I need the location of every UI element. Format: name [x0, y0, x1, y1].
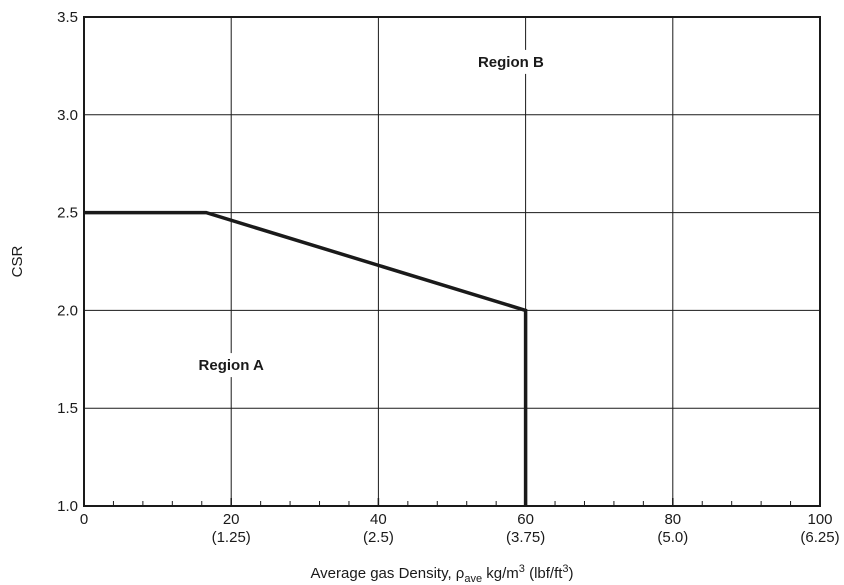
x-axis-title: Average gas Density, ρave kg/m3 (lbf/ft3…	[310, 563, 573, 585]
region-label: Region B	[478, 54, 544, 71]
y-axis-title: CSR	[9, 245, 26, 277]
region-annotations: Region A Region B	[191, 49, 552, 378]
region-label: Region A	[199, 357, 264, 374]
x-tick-sublabel: (6.25)	[800, 529, 839, 546]
x-tick-sublabel: (1.25)	[212, 529, 251, 546]
boundary-line	[84, 210, 528, 506]
y-tick-label: 1.5	[57, 400, 78, 417]
x-tick-label: 20	[223, 511, 240, 528]
y-tick-label: 3.0	[57, 107, 78, 124]
y-tick-label: 2.5	[57, 205, 78, 222]
plot-frame	[83, 16, 821, 507]
x-tick-label: 60	[517, 511, 534, 528]
y-tick-label: 3.5	[57, 9, 78, 26]
axis-tick-labels: 0 20(1.25) 40(2.5) 60(3.75) 80(5.0) 100(6.25)…	[57, 9, 839, 546]
x-tick-label: 100	[807, 511, 832, 528]
x-tick-label: 80	[664, 511, 681, 528]
y-tick-label: 2.0	[57, 302, 78, 319]
axis-ticks	[83, 498, 821, 506]
x-tick-sublabel: (2.5)	[363, 529, 394, 546]
x-tick-label: 40	[370, 511, 387, 528]
x-tick-sublabel: (3.75)	[506, 529, 545, 546]
grid-lines	[84, 17, 820, 506]
data-series	[84, 210, 528, 506]
region-label-backing	[191, 353, 272, 378]
region-label-backing	[470, 49, 552, 74]
x-tick-label: 0	[80, 511, 88, 528]
x-tick-sublabel: (5.0)	[657, 529, 688, 546]
y-tick-label: 1.0	[57, 498, 78, 515]
